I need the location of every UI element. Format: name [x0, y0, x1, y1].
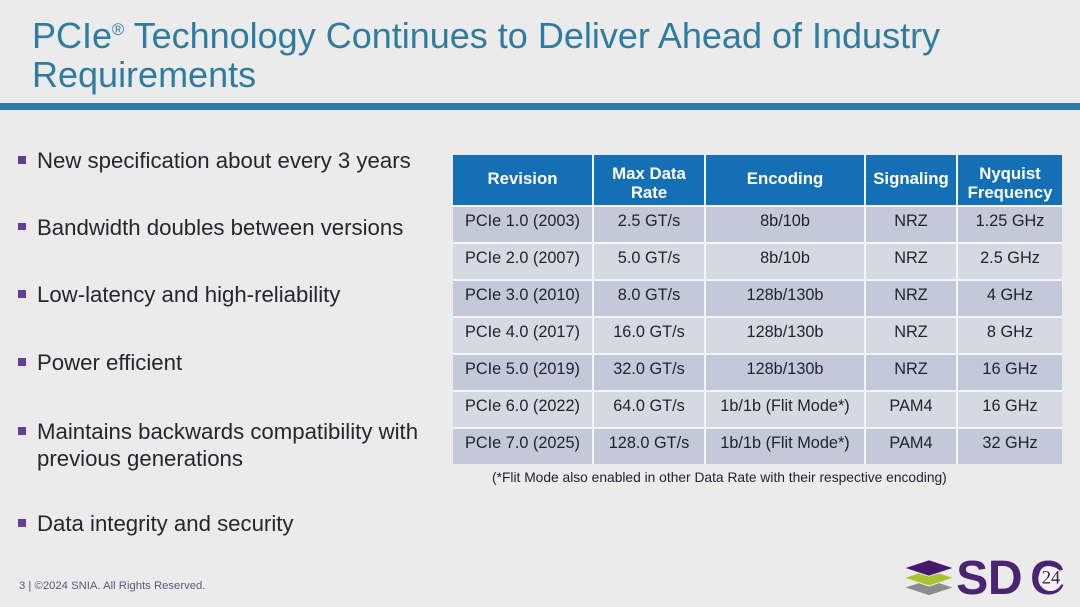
svg-text:D: D — [988, 552, 1023, 604]
svg-text:S: S — [956, 552, 988, 604]
svg-text:24: 24 — [1042, 568, 1061, 588]
